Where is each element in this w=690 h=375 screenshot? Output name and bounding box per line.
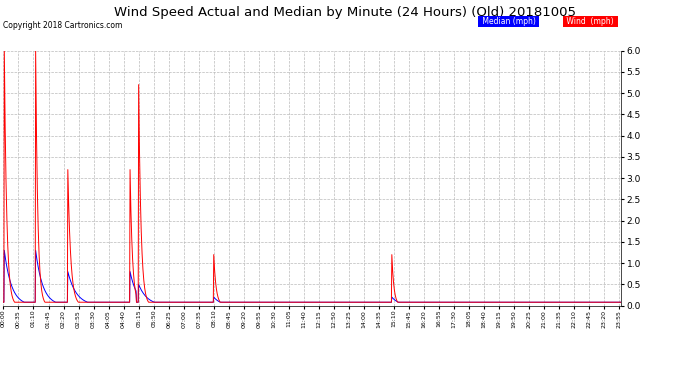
Text: Copyright 2018 Cartronics.com: Copyright 2018 Cartronics.com [3,21,123,30]
Text: Wind  (mph): Wind (mph) [564,17,616,26]
Text: Median (mph): Median (mph) [480,17,538,26]
Text: Wind Speed Actual and Median by Minute (24 Hours) (Old) 20181005: Wind Speed Actual and Median by Minute (… [114,6,576,19]
